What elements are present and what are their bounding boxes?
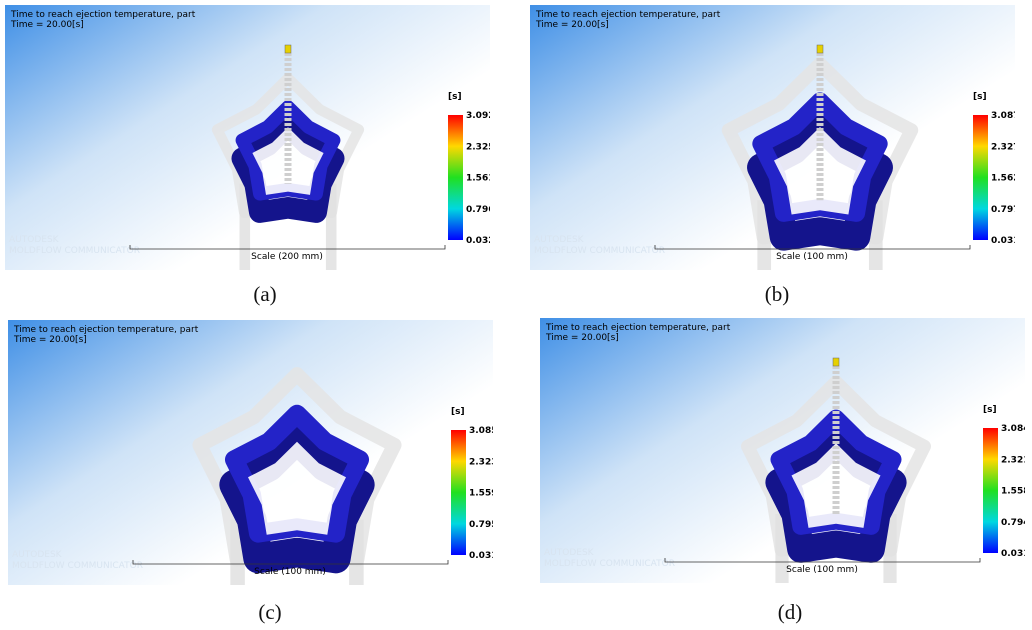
legend-bar bbox=[973, 115, 988, 240]
simulation-panel: Time to reach ejection temperature, part… bbox=[8, 320, 493, 585]
legend-label: 0.7970 bbox=[991, 205, 1015, 215]
result-title: Time to reach ejection temperature, part bbox=[10, 10, 196, 20]
result-title: Time to reach ejection temperature, part bbox=[545, 323, 731, 333]
legend-label: 3.085 bbox=[469, 426, 493, 436]
scale-label: Scale (100 mm) bbox=[786, 565, 858, 575]
caption: (b) bbox=[727, 282, 827, 307]
brand: AUTODESK bbox=[12, 550, 63, 560]
simulation-panel: Time to reach ejection temperature, part… bbox=[540, 318, 1025, 583]
legend-label: 1.561 bbox=[466, 174, 490, 184]
legend-unit: [s] bbox=[973, 92, 987, 102]
legend-unit: [s] bbox=[451, 407, 465, 417]
brand: AUTODESK bbox=[534, 235, 585, 245]
legend-label: 1.558 bbox=[1001, 487, 1025, 497]
simulation-panel: Time to reach ejection temperature, part… bbox=[530, 5, 1015, 270]
legend-label: 3.084 bbox=[1001, 424, 1025, 434]
caption: (d) bbox=[740, 600, 840, 625]
legend-label: 2.327 bbox=[991, 142, 1015, 152]
legend-bar bbox=[983, 428, 998, 553]
legend-label: 3.092 bbox=[466, 111, 490, 121]
caption: (c) bbox=[220, 600, 320, 625]
injection-point bbox=[817, 45, 823, 53]
brand: AUTODESK bbox=[544, 548, 595, 558]
legend-label: 0.0319 bbox=[991, 236, 1015, 246]
legend-label: 0.0318 bbox=[1001, 549, 1025, 559]
legend-label: 0.0320 bbox=[466, 236, 490, 246]
brand: AUTODESK bbox=[9, 235, 60, 245]
simulation-panel: Time to reach ejection temperature, part… bbox=[5, 5, 490, 270]
product: MOLDFLOW COMMUNICATOR bbox=[12, 561, 143, 571]
legend-label: 2.325 bbox=[466, 142, 490, 152]
legend-label: 1.559 bbox=[469, 489, 493, 499]
result-time: Time = 20.00[s] bbox=[13, 335, 87, 345]
product: MOLDFLOW COMMUNICATOR bbox=[9, 246, 140, 256]
legend-label: 3.087 bbox=[991, 111, 1015, 121]
legend-label: 0.7955 bbox=[469, 520, 493, 530]
result-title: Time to reach ejection temperature, part bbox=[13, 325, 199, 335]
scale-label: Scale (200 mm) bbox=[251, 252, 323, 262]
result-time: Time = 20.00[s] bbox=[535, 20, 609, 30]
legend-unit: [s] bbox=[448, 92, 462, 102]
legend-label: 2.321 bbox=[1001, 455, 1025, 465]
product: MOLDFLOW COMMUNICATOR bbox=[534, 246, 665, 256]
legend-label: 0.7947 bbox=[1001, 518, 1025, 528]
legend-unit: [s] bbox=[983, 405, 997, 415]
injection-point bbox=[833, 358, 839, 366]
legend-bar bbox=[448, 115, 463, 240]
result-title: Time to reach ejection temperature, part bbox=[535, 10, 721, 20]
scale-label: Scale (100 mm) bbox=[776, 252, 848, 262]
result-time: Time = 20.00[s] bbox=[545, 333, 619, 343]
legend-label: 1.562 bbox=[991, 174, 1015, 184]
legend-bar bbox=[451, 430, 466, 555]
legend-label: 2.323 bbox=[469, 457, 493, 467]
legend-label: 0.0318 bbox=[469, 551, 493, 561]
legend-label: 0.7965 bbox=[466, 205, 490, 215]
product: MOLDFLOW COMMUNICATOR bbox=[544, 559, 675, 569]
injection-point bbox=[285, 45, 291, 53]
caption: (a) bbox=[215, 282, 315, 307]
figure: Time to reach ejection temperature, part… bbox=[0, 0, 1032, 630]
scale-label: Scale (100 mm) bbox=[254, 567, 326, 577]
result-time: Time = 20.00[s] bbox=[10, 20, 84, 30]
